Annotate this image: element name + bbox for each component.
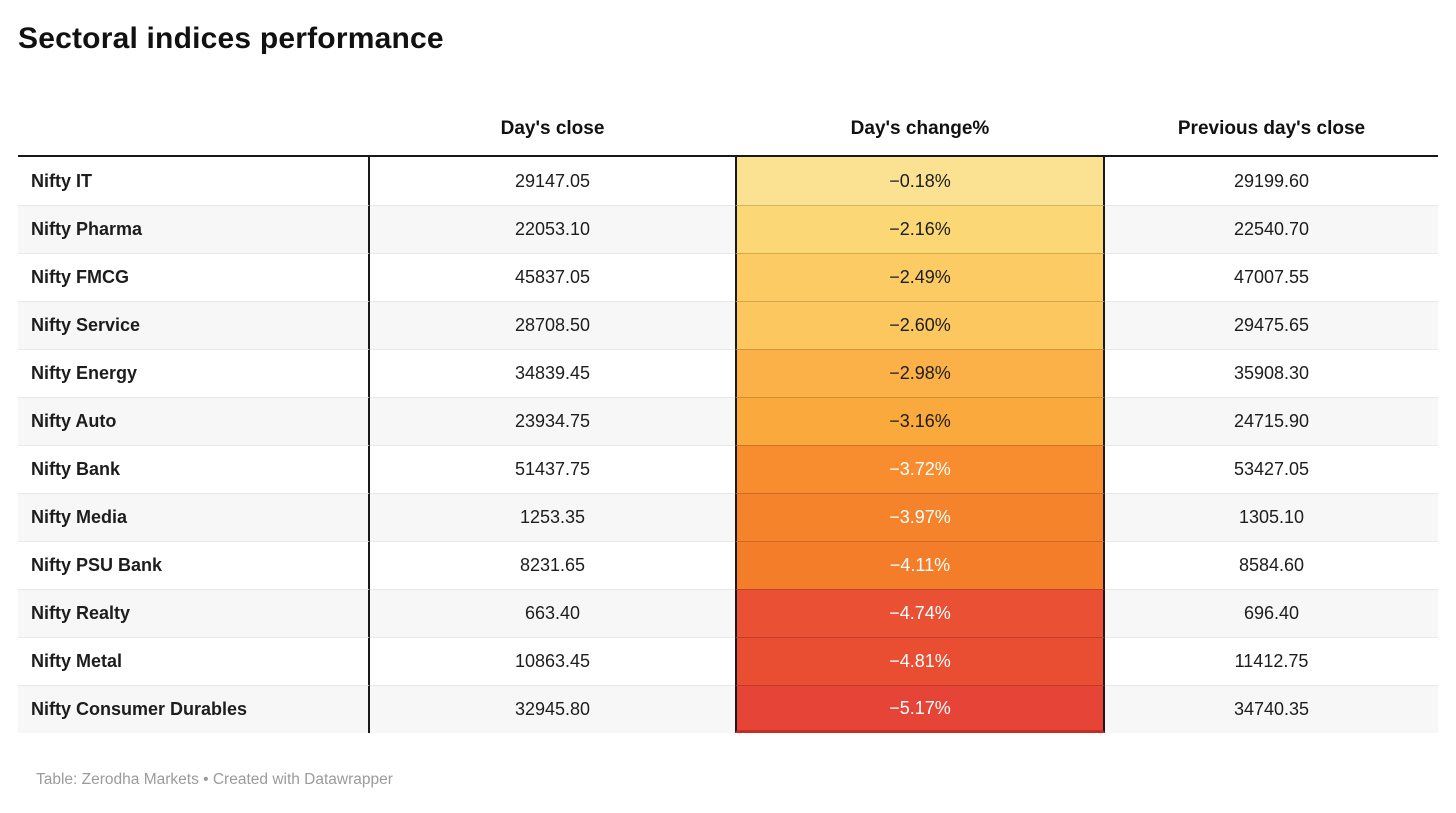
table-row: Nifty Consumer Durables 32945.80 −5.17% … — [18, 685, 1438, 733]
previous-days-close-value: 29199.60 — [1105, 157, 1438, 205]
previous-days-close-value: 1305.10 — [1105, 493, 1438, 541]
previous-days-close-value: 24715.90 — [1105, 397, 1438, 445]
previous-days-close-value: 22540.70 — [1105, 205, 1438, 253]
days-close-value: 8231.65 — [370, 541, 735, 589]
table-row: Nifty Bank 51437.75 −3.72% 53427.05 — [18, 445, 1438, 493]
table-row: Nifty Auto 23934.75 −3.16% 24715.90 — [18, 397, 1438, 445]
days-change-heatmap-cell: −0.18% — [735, 157, 1105, 205]
row-label: Nifty Pharma — [18, 205, 370, 253]
datawrapper-table-page: Sectoral indices performance Day's close… — [18, 22, 1438, 788]
table-row: Nifty Energy 34839.45 −2.98% 35908.30 — [18, 349, 1438, 397]
days-change-heatmap-cell: −5.17% — [735, 685, 1105, 733]
days-change-heatmap-cell: −2.16% — [735, 205, 1105, 253]
table-row: Nifty FMCG 45837.05 −2.49% 47007.55 — [18, 253, 1438, 301]
days-close-value: 34839.45 — [370, 349, 735, 397]
header-index-column — [18, 140, 370, 155]
days-change-heatmap-cell: −4.11% — [735, 541, 1105, 589]
header-previous-days-close: Previous day's close — [1177, 118, 1366, 139]
row-label: Nifty Consumer Durables — [18, 685, 370, 733]
days-close-value: 10863.45 — [370, 637, 735, 685]
row-label: Nifty Bank — [18, 445, 370, 493]
previous-days-close-value: 696.40 — [1105, 589, 1438, 637]
row-label: Nifty Realty — [18, 589, 370, 637]
header-days-change: Day's change% — [850, 118, 990, 139]
attribution-footer: Table: Zerodha Markets • Created with Da… — [36, 771, 393, 788]
table-row: Nifty IT 29147.05 −0.18% 29199.60 — [18, 157, 1438, 205]
days-close-value: 1253.35 — [370, 493, 735, 541]
sector-table: Day's close Day's change% Previous day's… — [18, 58, 1438, 733]
days-close-value: 45837.05 — [370, 253, 735, 301]
page-title: Sectoral indices performance — [18, 22, 444, 55]
days-change-heatmap-cell: −2.98% — [735, 349, 1105, 397]
days-change-heatmap-cell: −4.74% — [735, 589, 1105, 637]
days-change-heatmap-cell: −3.16% — [735, 397, 1105, 445]
previous-days-close-value: 8584.60 — [1105, 541, 1438, 589]
days-close-value: 29147.05 — [370, 157, 735, 205]
row-label: Nifty Media — [18, 493, 370, 541]
row-label: Nifty Metal — [18, 637, 370, 685]
row-label: Nifty Auto — [18, 397, 370, 445]
table-row: Nifty Metal 10863.45 −4.81% 11412.75 — [18, 637, 1438, 685]
row-label: Nifty IT — [18, 157, 370, 205]
days-change-heatmap-cell: −4.81% — [735, 637, 1105, 685]
table-body: Nifty IT 29147.05 −0.18% 29199.60 Nifty … — [18, 157, 1438, 733]
previous-days-close-value: 34740.35 — [1105, 685, 1438, 733]
days-close-value: 663.40 — [370, 589, 735, 637]
table-row: Nifty PSU Bank 8231.65 −4.11% 8584.60 — [18, 541, 1438, 589]
header-days-close: Day's close — [500, 118, 605, 139]
days-change-heatmap-cell: −3.72% — [735, 445, 1105, 493]
table-row: Nifty Media 1253.35 −3.97% 1305.10 — [18, 493, 1438, 541]
table-header-row: Day's close Day's change% Previous day's… — [18, 58, 1438, 157]
table-row: Nifty Realty 663.40 −4.74% 696.40 — [18, 589, 1438, 637]
previous-days-close-value: 53427.05 — [1105, 445, 1438, 493]
row-label: Nifty Energy — [18, 349, 370, 397]
row-label: Nifty PSU Bank — [18, 541, 370, 589]
table-row: Nifty Service 28708.50 −2.60% 29475.65 — [18, 301, 1438, 349]
previous-days-close-value: 47007.55 — [1105, 253, 1438, 301]
row-label: Nifty FMCG — [18, 253, 370, 301]
days-close-value: 22053.10 — [370, 205, 735, 253]
previous-days-close-value: 11412.75 — [1105, 637, 1438, 685]
row-label: Nifty Service — [18, 301, 370, 349]
previous-days-close-value: 35908.30 — [1105, 349, 1438, 397]
days-close-value: 32945.80 — [370, 685, 735, 733]
days-close-value: 28708.50 — [370, 301, 735, 349]
days-close-value: 51437.75 — [370, 445, 735, 493]
days-change-heatmap-cell: −2.49% — [735, 253, 1105, 301]
days-change-heatmap-cell: −3.97% — [735, 493, 1105, 541]
days-close-value: 23934.75 — [370, 397, 735, 445]
table-row: Nifty Pharma 22053.10 −2.16% 22540.70 — [18, 205, 1438, 253]
previous-days-close-value: 29475.65 — [1105, 301, 1438, 349]
days-change-heatmap-cell: −2.60% — [735, 301, 1105, 349]
